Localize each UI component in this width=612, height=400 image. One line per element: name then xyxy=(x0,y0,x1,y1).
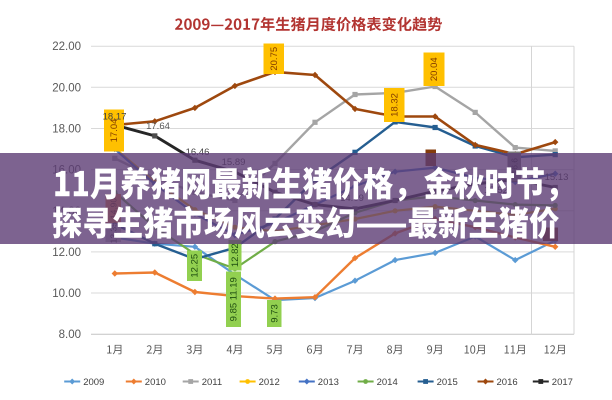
svg-text:17.04: 17.04 xyxy=(109,119,120,143)
svg-text:20.75: 20.75 xyxy=(269,47,280,71)
svg-text:2012: 2012 xyxy=(259,377,280,388)
svg-text:12.82: 12.82 xyxy=(230,243,241,267)
svg-text:20.04: 20.04 xyxy=(429,57,440,81)
svg-text:9.73: 9.73 xyxy=(269,304,280,323)
svg-text:22.00: 22.00 xyxy=(52,41,81,53)
svg-text:2016: 2016 xyxy=(497,377,518,388)
svg-text:20.00: 20.00 xyxy=(52,82,81,94)
svg-text:2017: 2017 xyxy=(552,377,573,388)
svg-text:2014: 2014 xyxy=(377,377,398,388)
svg-text:2009: 2009 xyxy=(83,377,104,388)
svg-text:10.00: 10.00 xyxy=(52,288,81,300)
svg-text:18.17: 18.17 xyxy=(103,112,127,123)
svg-text:18.32: 18.32 xyxy=(389,93,400,117)
svg-text:8.00: 8.00 xyxy=(59,329,81,341)
svg-text:12.00: 12.00 xyxy=(52,247,81,259)
svg-text:2013: 2013 xyxy=(318,377,339,388)
svg-text:16.46: 16.46 xyxy=(186,147,210,158)
svg-text:9.85 11.19: 9.85 11.19 xyxy=(229,277,240,321)
svg-text:2015: 2015 xyxy=(437,377,458,388)
svg-text:17.64: 17.64 xyxy=(146,121,170,132)
svg-text:12.25: 12.25 xyxy=(190,254,201,278)
svg-text:18.00: 18.00 xyxy=(52,124,81,136)
svg-text:2011: 2011 xyxy=(202,377,222,388)
svg-text:2010: 2010 xyxy=(145,377,166,388)
